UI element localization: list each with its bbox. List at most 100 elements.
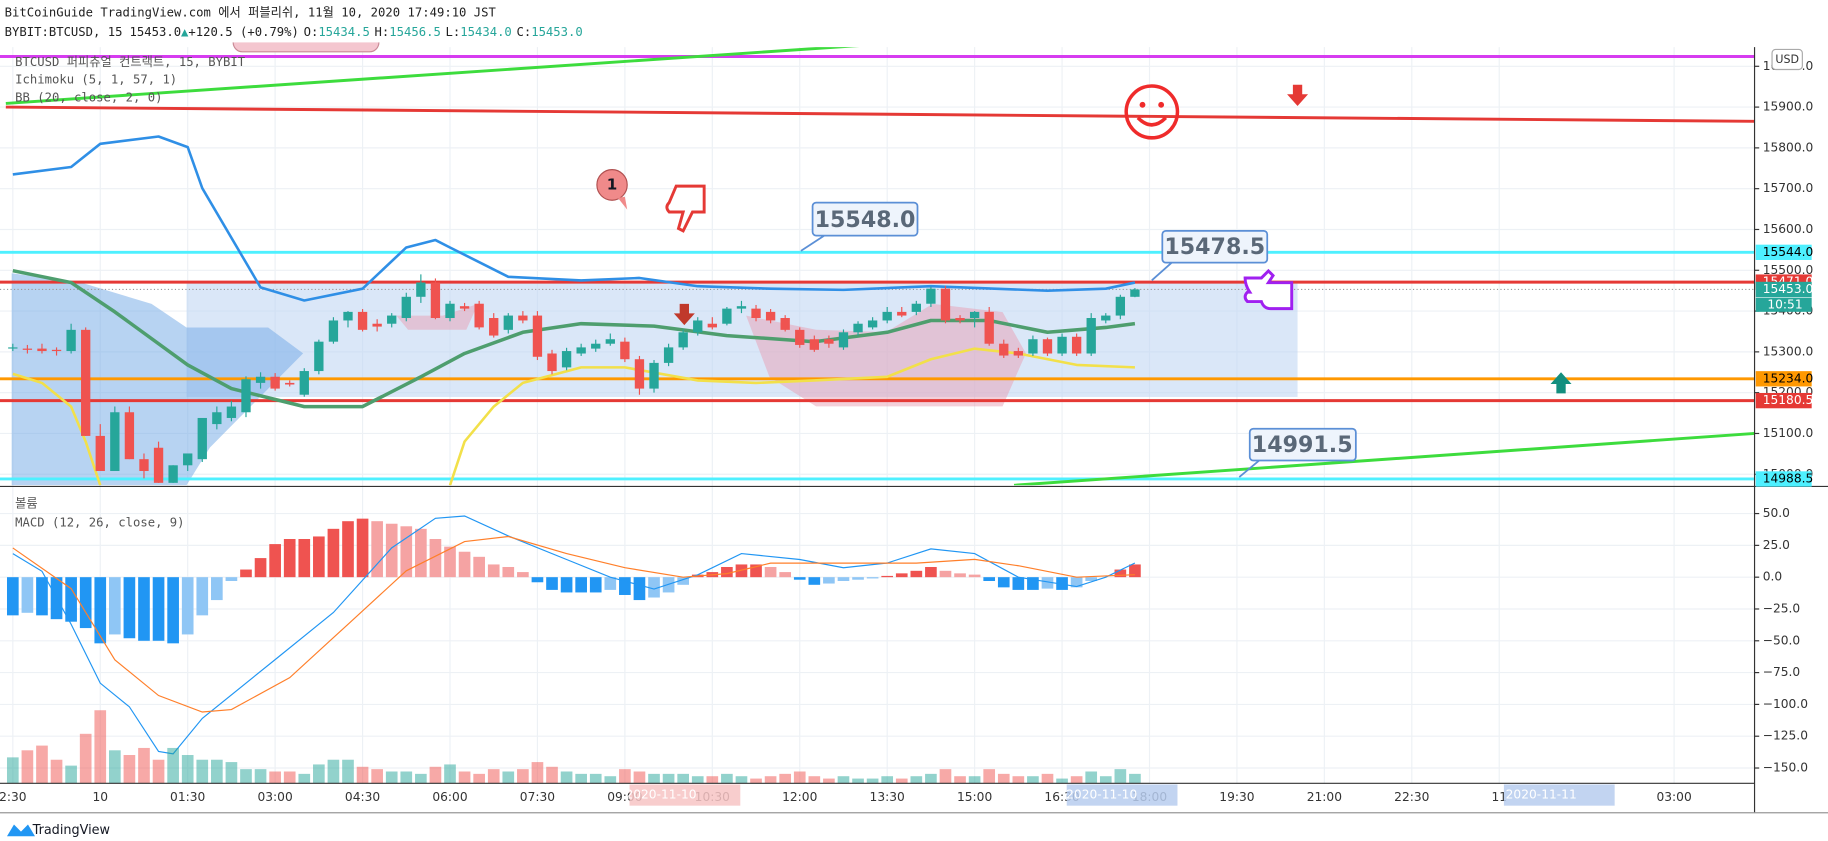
currency: USD (1775, 53, 1799, 66)
price-tag (1755, 244, 1812, 260)
histogram-bar (181, 577, 194, 635)
candle-body (707, 323, 717, 328)
histogram-bar (21, 577, 34, 613)
hand-pointer (665, 184, 706, 233)
y-tick-label: 0.0 (1763, 570, 1782, 584)
volume-bar (793, 771, 806, 784)
price-tag-label: 15544.0 (1763, 245, 1814, 259)
volume-bar (298, 773, 311, 784)
volume-bar (910, 776, 923, 784)
volume-bar (313, 764, 325, 784)
histogram-bar (779, 572, 792, 578)
histogram-bar (648, 577, 660, 598)
candle-body (212, 412, 222, 425)
volume-bar (269, 771, 281, 784)
candle-body (999, 343, 1009, 356)
candle-body (1028, 339, 1038, 354)
price-tag (1755, 371, 1812, 387)
callout-box (811, 201, 919, 237)
histogram-bar (313, 536, 325, 578)
callout-label: 15478.5 (1164, 234, 1265, 260)
volume-bar (1027, 776, 1039, 784)
price-tag-label: 15180.5 (1763, 393, 1814, 407)
y-tick-label: −100.0 (1763, 697, 1808, 711)
candle-body (867, 320, 878, 328)
histogram-bar (531, 577, 544, 583)
change-arrow: ▲ (181, 24, 189, 38)
x-tick-label: 06:00 (432, 790, 467, 804)
histogram-bar (589, 577, 602, 593)
candle-body (285, 382, 295, 385)
candle-body (81, 329, 91, 436)
volume-bar (895, 778, 908, 784)
histogram-bar (881, 575, 894, 578)
line (12, 535, 1135, 713)
symbol-line: BYBIT:BTCUSD, 15 15453.0▲+120.5 (+0.79%) O… (5, 24, 583, 38)
candle-body (897, 311, 907, 316)
ohlc-value: 15453.0 (531, 24, 583, 38)
candle-body (416, 282, 426, 297)
volume-bar (1114, 769, 1127, 784)
histogram-bar (298, 539, 311, 578)
line (12, 135, 1136, 302)
bubble-tail (617, 196, 628, 210)
volume-bar (473, 773, 485, 784)
x-tick-label: 03:00 (257, 790, 292, 804)
histogram-bar (517, 572, 529, 578)
price-tag-label: 14988.5 (1763, 471, 1814, 485)
date-box (1503, 784, 1615, 806)
candle-body (1057, 336, 1067, 354)
histogram-bar (808, 577, 821, 585)
histogram-bar (371, 521, 383, 578)
x-tick-label: 04:30 (345, 790, 380, 804)
histogram-bar (837, 577, 850, 581)
histogram-bar (939, 570, 952, 578)
price-tag (1755, 281, 1812, 298)
y-tick-label: 15300.0 (1763, 344, 1814, 358)
y-tick-label: 15100.0 (1763, 426, 1814, 440)
ohlc-value: 15434.5 (318, 24, 370, 38)
histogram-bar (925, 566, 937, 578)
candle-body (459, 306, 470, 309)
histogram-bar (196, 577, 209, 616)
callout-pointer (1151, 262, 1173, 281)
volume-bar (531, 762, 544, 784)
candle-body (197, 417, 207, 460)
histogram-bar (502, 566, 515, 578)
countdown-tag (1755, 297, 1812, 312)
ohlc-key: C: (516, 24, 531, 38)
histogram-bar (152, 577, 165, 641)
y-tick-label: −25.0 (1763, 601, 1800, 615)
header-line: BitCoinGuide TradingView.com 에서 퍼블리쉬, 11… (5, 5, 497, 19)
volume-bar (1099, 776, 1112, 784)
histogram-bar (852, 577, 864, 580)
candle-body (824, 339, 834, 344)
x-tick-label: 21:00 (1307, 790, 1342, 804)
volume-bar (808, 776, 821, 784)
volume-bar (283, 771, 296, 784)
currency-box[interactable] (1771, 48, 1803, 71)
volume-bar (837, 776, 850, 784)
candle-body (66, 329, 76, 352)
volume-bar (167, 747, 179, 784)
candle-body (969, 311, 980, 319)
volume-bar (79, 733, 92, 784)
volume-bar (735, 776, 748, 784)
candle-body (1115, 296, 1126, 316)
line (12, 268, 1136, 409)
candle-body (620, 341, 630, 360)
histogram-bar (36, 577, 48, 616)
histogram-bar (327, 528, 340, 578)
volume-bar (779, 773, 792, 784)
y-tick-label: 15500.0 (1763, 263, 1814, 277)
histogram-bar (823, 577, 835, 584)
histogram-bar (1114, 569, 1127, 578)
histogram-bar (750, 564, 762, 578)
histogram-bar (866, 577, 879, 579)
histogram-bar (1085, 577, 1098, 581)
candle-body (634, 359, 645, 389)
candle-body (37, 348, 47, 352)
histogram-bar (735, 564, 748, 578)
volume-bar (706, 776, 719, 784)
